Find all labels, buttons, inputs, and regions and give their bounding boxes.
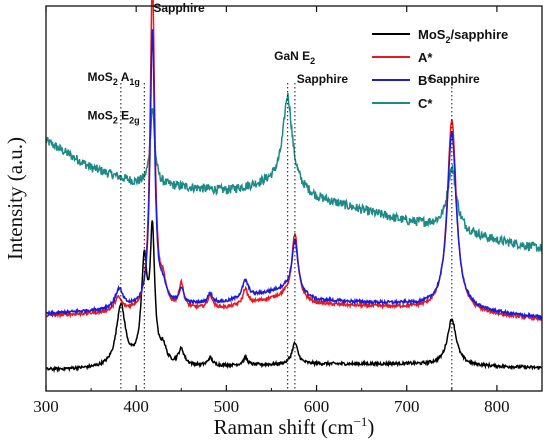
peak-annotation: MoS2 A1g — [87, 70, 139, 87]
x-axis-title-main: Raman shift (cm — [214, 415, 354, 439]
annotations: Sapphire MoS2 A1g MoS2 E2g GaN E2 Sapphire Sa… — [87, 1, 480, 126]
legend-label: C* — [418, 96, 433, 111]
reference-lines — [120, 83, 453, 391]
x-tick-label: 600 — [304, 397, 330, 416]
series-layer — [45, 0, 543, 374]
x-tick-label: 500 — [214, 397, 240, 416]
peak-annotation: GaN E2 — [274, 49, 315, 66]
x-tick-label: 800 — [484, 397, 510, 416]
x-tick-label: 400 — [123, 397, 149, 416]
legend-label: A* — [418, 50, 433, 65]
peak-annotation: Sapphire — [153, 1, 205, 15]
series-line — [45, 220, 542, 374]
peak-annotation: Sapphire — [428, 72, 480, 86]
x-axis: 300 400 500 600 700 800 — [33, 6, 510, 416]
y-axis-title: Intensity (a.u.) — [3, 137, 27, 260]
x-tick-label: 300 — [33, 397, 59, 416]
x-axis-title-sup: −1 — [354, 414, 368, 429]
legend-label: MoS2/sapphire — [418, 27, 508, 45]
x-tick-label: 700 — [394, 397, 420, 416]
x-axis-title: Raman shift (cm−1) — [214, 414, 375, 439]
legend-label: B* — [418, 73, 433, 88]
peak-annotation: MoS2 E2g — [87, 109, 139, 126]
plot-frame — [45, 5, 543, 392]
legend: MoS2/sapphire A* B* C* — [372, 27, 508, 111]
series-line — [45, 29, 543, 321]
peak-annotation: Sapphire — [297, 72, 349, 86]
x-axis-title-end: ) — [367, 415, 374, 439]
series-line — [45, 92, 543, 252]
